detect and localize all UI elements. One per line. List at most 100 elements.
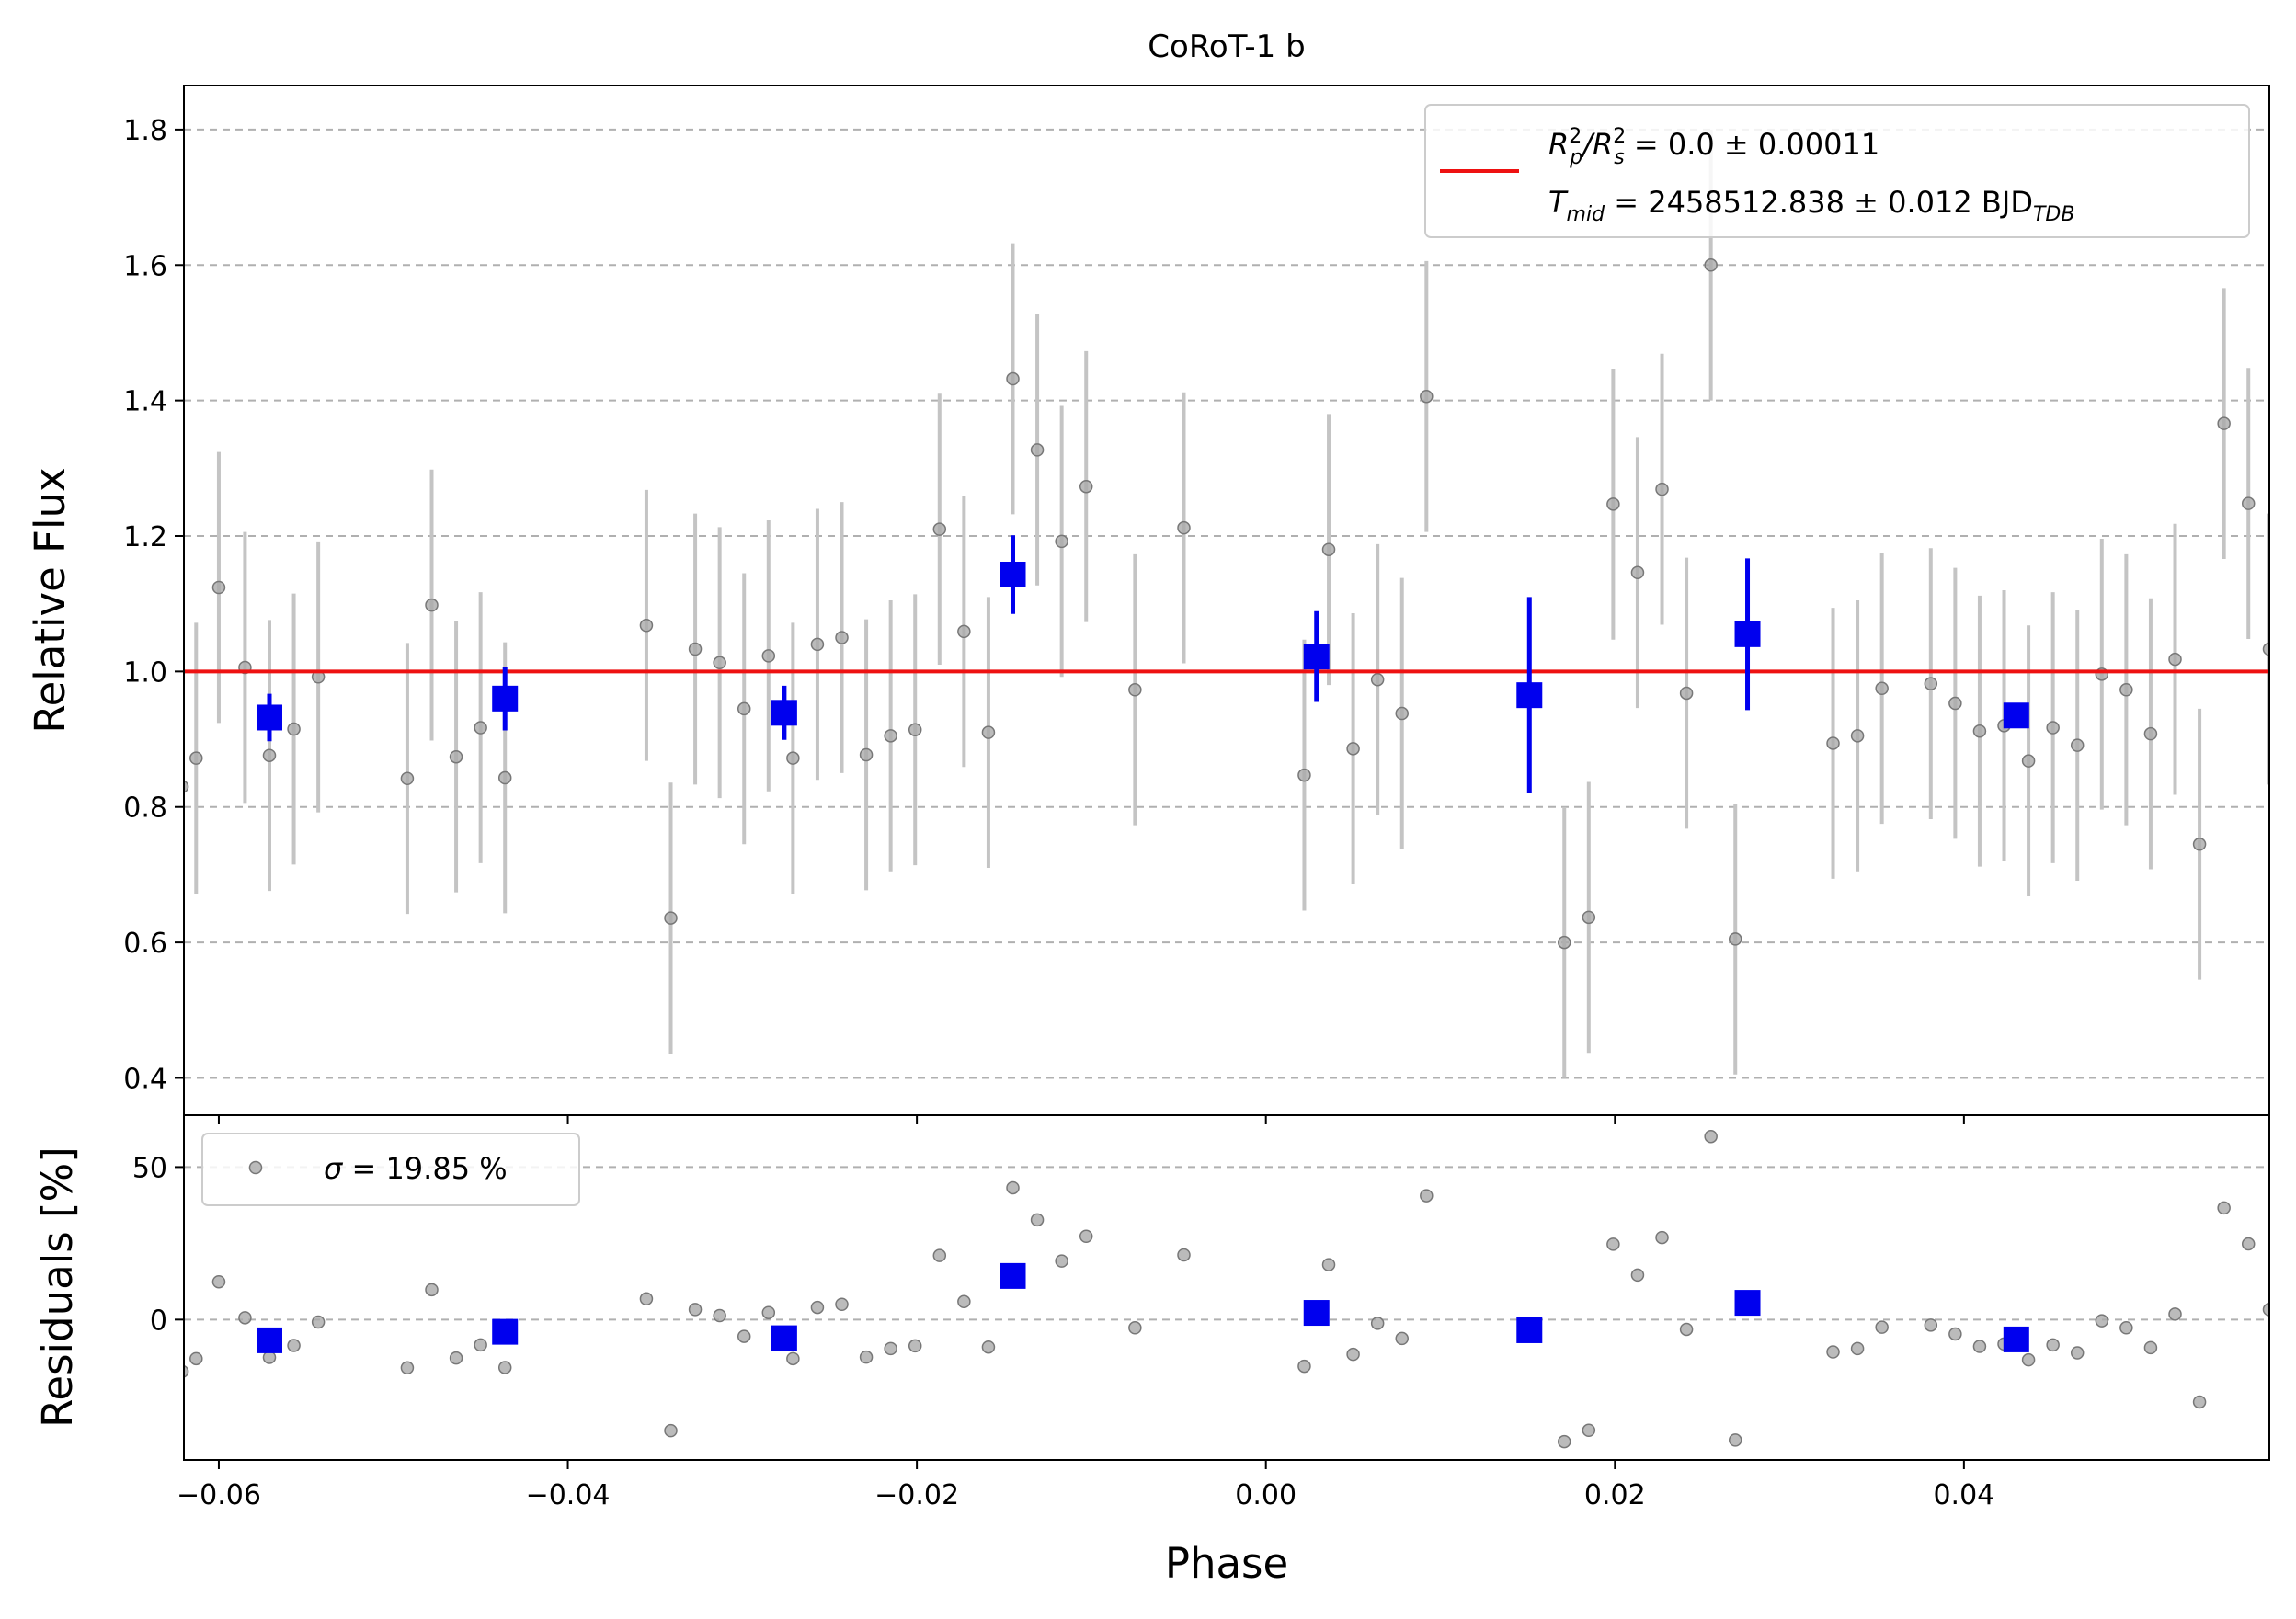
flux-y-tick-label: 1.2 [123,521,167,553]
residuals-panel: 0 50 −0.06 −0.04 −0.02 0.00 0.02 0.04 Residual… [33,1114,2270,1588]
residuals-raw-point [1826,1345,1840,1359]
residuals-raw-point [2217,1201,2231,1215]
flux-y-label: Relative Flux [26,467,74,733]
residuals-raw-point [189,1351,203,1366]
residuals-raw-point [2192,1395,2207,1409]
flux-raw-point [1924,677,1938,690]
flux-raw-point [1557,935,1571,950]
flux-binned-point [1000,562,1026,587]
flux-binned-point [492,685,519,712]
residuals-raw-point [211,1274,226,1289]
residuals-raw-point [1924,1318,1938,1332]
flux-raw-point [1606,497,1620,511]
residuals-raw-point [400,1361,415,1375]
residuals-raw-point [639,1292,654,1306]
flux-raw-point [810,637,825,652]
flux-raw-point [497,770,512,785]
residuals-raw-point [957,1294,971,1309]
flux-raw-point [737,701,751,716]
flux-y-tick-label: 1.4 [123,386,167,418]
legend-radius-ratio: R2 p/R2 s = 0.0 ± 0.00011 [1548,125,1879,169]
residuals-raw-point [1850,1341,1865,1356]
flux-raw-point [1370,672,1385,687]
flux-raw-point [1679,686,1694,701]
flux-raw-point [211,580,226,595]
flux-raw-point [1006,371,1020,386]
residuals-raw-point [2168,1307,2182,1321]
residuals-x-tick-label: 0.00 [1235,1479,1296,1511]
flux-raw-point [1826,736,1840,750]
residuals-raw-point [1972,1340,1987,1353]
flux-raw-point [884,729,897,743]
residuals-raw-point [932,1248,947,1262]
flux-panel: 0.4 0.6 0.8 1.0 1.2 1.4 1.6 1.8 Relative Flux R… [26,85,2270,1124]
residuals-raw-point [1177,1248,1191,1262]
flux-raw-point [474,721,487,735]
residuals-binned-point [1303,1300,1330,1327]
residuals-raw-point [1875,1320,1889,1334]
residuals-raw-point [1582,1423,1596,1438]
residuals-x-tick-label: 0.02 [1584,1479,1646,1511]
flux-raw-point [2021,754,2036,768]
residuals-raw-point [262,1351,277,1364]
residuals-x-tick-label: −0.04 [526,1479,611,1511]
flux-raw-point [1850,729,1865,743]
flux-raw-point [2241,496,2256,510]
flux-binned-point [256,704,282,731]
flux-raw-point [2070,738,2085,752]
residuals-raw-point [311,1315,326,1329]
flux-binned-points [256,535,2029,793]
flux-raw-point [981,725,996,739]
flux-raw-point [1177,520,1191,535]
flux-raw-point [262,748,277,762]
flux-raw-point [908,723,922,736]
flux-raw-point [2046,721,2060,735]
flux-y-tick-label: 1.6 [123,250,167,282]
flux-y-tick-label: 1.8 [123,115,167,147]
residuals-raw-point [2046,1338,2060,1352]
flux-raw-point [2119,683,2133,697]
legend-mid-transit: Tmid = 2458512.838 ± 0.012 BJDTDB [1548,185,2074,226]
flux-y-tick-label: 1.0 [123,656,167,689]
residuals-raw-point [2021,1352,2036,1367]
residuals-binned-points [256,1262,2029,1353]
residuals-raw-point [497,1361,512,1374]
residuals-binned-point [1734,1290,1761,1317]
residuals-binned-point [771,1325,797,1351]
residuals-raw-point [1557,1434,1571,1449]
residuals-x-ticks: −0.06 −0.04 −0.02 0.00 0.02 0.04 [177,1460,1994,1511]
flux-legend-box [1424,104,2250,238]
residuals-raw-point [1370,1317,1385,1330]
residuals-raw-point [786,1351,800,1366]
flux-x-ticks [217,1115,1965,1124]
residuals-raw-point [1704,1129,1718,1144]
residuals-raw-point [1655,1230,1669,1245]
residuals-y-tick-label: 50 [132,1152,167,1184]
residuals-raw-point [1630,1268,1645,1283]
flux-raw-point [786,751,800,765]
flux-raw-point [1395,706,1409,721]
residuals-x-tick-label: 0.04 [1933,1479,1994,1511]
flux-raw-point [1030,443,1045,457]
residuals-raw-point [908,1339,922,1353]
flux-raw-point [1079,479,1093,494]
residuals-binned-point [2003,1326,2029,1352]
flux-raw-point [1582,910,1596,925]
residuals-raw-point [1079,1229,1093,1243]
residuals-raw-point [1420,1189,1434,1203]
flux-raw-point [713,656,726,670]
flux-raw-point [1297,768,1311,782]
residuals-raw-point [835,1297,849,1312]
chart-title: CoRoT-1 b [1148,29,1305,65]
residuals-raw-point [238,1311,252,1325]
legend-residual-marker [248,1160,263,1175]
flux-raw-point [639,619,654,633]
residuals-raw-point [810,1300,825,1315]
flux-y-tick-label: 0.8 [123,792,167,825]
residuals-raw-point [474,1338,487,1352]
flux-raw-point [688,642,703,656]
residuals-raw-point [981,1340,996,1354]
residuals-raw-point [761,1305,776,1319]
residuals-y-ticks: 0 50 [132,1152,184,1337]
